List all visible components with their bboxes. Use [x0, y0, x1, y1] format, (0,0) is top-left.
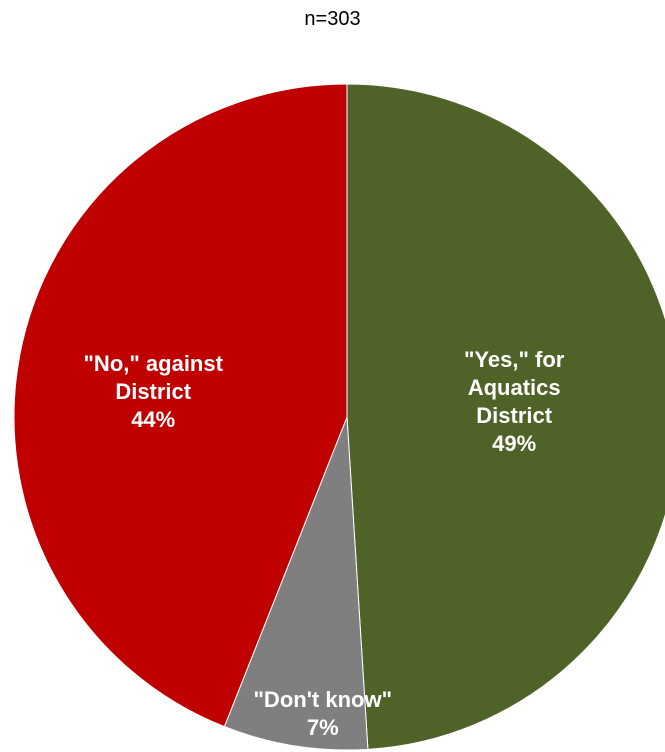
chart-title: n=303: [304, 8, 361, 30]
slice-label-text: District: [476, 403, 553, 428]
slice-label-3: "No," against District 44%: [84, 350, 223, 434]
pie-slice-2: [223, 416, 369, 751]
pie-slice-1: [346, 83, 665, 750]
slice-label-text: "Don't know": [253, 687, 393, 712]
slice-value-label: 49%: [492, 431, 537, 456]
slice-label-1: "Yes," for Aquatics District 49%: [464, 346, 564, 458]
slice-label-text: "No," against: [83, 351, 223, 376]
pie-slice-3: [13, 83, 348, 728]
slice-label-text: District: [115, 379, 192, 404]
slice-label-text: "Yes," for: [464, 347, 565, 372]
slice-value-label: 44%: [131, 407, 176, 432]
slice-value-label: 7%: [306, 715, 339, 740]
slice-label-text: Aquatics: [467, 375, 561, 400]
slice-label-2: "Don't know" 7%: [254, 686, 393, 742]
